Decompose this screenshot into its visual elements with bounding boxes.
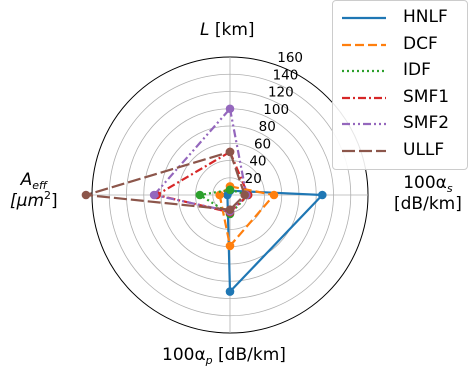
axis-label-pump-attenuation: 100αp [dB/km]: [162, 345, 286, 367]
radial-tick-label: 60: [254, 136, 271, 152]
data-point: [240, 190, 249, 200]
data-point: [195, 190, 205, 200]
radial-tick-label: 120: [268, 85, 294, 101]
legend-item-dcf: DCF: [341, 34, 465, 56]
data-point: [225, 287, 235, 296]
data-point: [317, 190, 327, 200]
data-point: [81, 190, 91, 200]
radial-tick-label: 140: [273, 67, 299, 83]
legend-label: HNLF: [403, 7, 448, 27]
legend-label: ULLF: [403, 139, 445, 160]
legend-label: SMF2: [403, 113, 450, 133]
legend-swatch: [342, 69, 386, 73]
radial-tick-label: 160: [277, 50, 303, 66]
legend-item-ullf: ULLF: [341, 140, 465, 162]
series-ullf: [81, 147, 249, 214]
data-point: [225, 104, 235, 114]
series-lines: [81, 104, 327, 296]
series-line: [85, 150, 246, 211]
chart-legend: HNLF DCF IDF SMF1 SMF2 ULLF: [332, 0, 468, 170]
legend-swatch: [342, 43, 386, 46]
axis-label-length: L [km]: [200, 20, 255, 40]
axis-label-signal-attenuation: 100αs [dB/km]: [394, 173, 462, 215]
legend-swatch: [342, 96, 386, 99]
legend-swatch: [342, 149, 386, 152]
data-point: [149, 190, 159, 200]
radial-tick-label: 80: [259, 119, 276, 135]
legend-item-smf2: SMF2: [341, 113, 465, 135]
legend-label: IDF: [403, 60, 431, 80]
data-point: [225, 205, 235, 214]
radial-tick-label: 40: [249, 154, 266, 170]
legend-item-smf1: SMF1: [341, 87, 465, 109]
legend-item-hnlf: HNLF: [341, 7, 465, 29]
axis-label-effective-area: Aeff [μm2]: [10, 170, 58, 212]
data-point: [269, 190, 279, 200]
legend-label: DCF: [403, 33, 438, 54]
legend-label: SMF1: [403, 86, 450, 107]
data-point: [215, 190, 224, 200]
legend-item-idf: IDF: [341, 60, 465, 82]
data-point: [225, 185, 235, 195]
series-line: [226, 189, 325, 295]
radial-tick-label: 100: [263, 102, 289, 118]
radial-tick-label: 20: [245, 171, 262, 187]
data-point: [225, 147, 235, 157]
data-point: [225, 241, 235, 251]
legend-swatch: [342, 16, 386, 20]
legend-swatch: [342, 122, 386, 126]
